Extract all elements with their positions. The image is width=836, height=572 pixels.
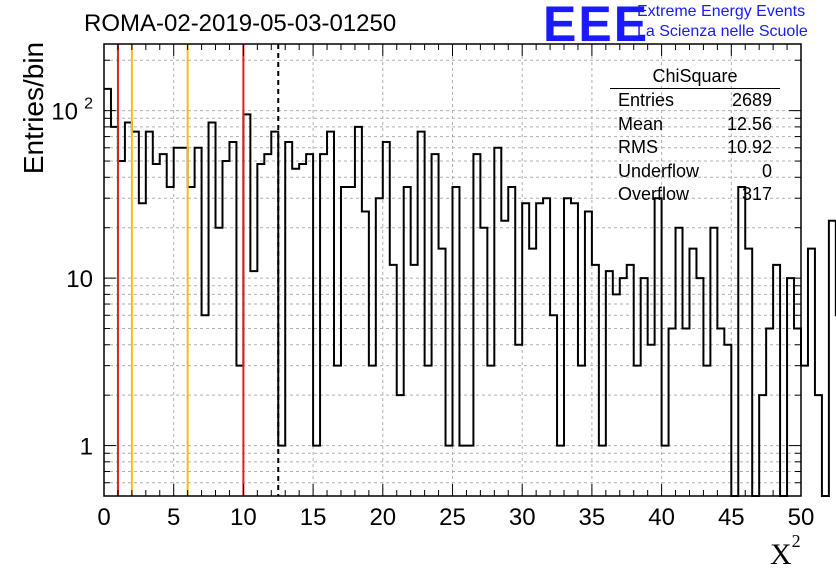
stats-value: 12.56 — [726, 113, 772, 134]
x-tick-label: 10 — [230, 504, 257, 531]
stats-row: Underflow 0 — [610, 160, 780, 184]
x-axis-label-sup: 2 — [791, 531, 801, 551]
stats-value: 0 — [761, 160, 772, 181]
stats-label: Mean — [618, 113, 664, 134]
stats-row: RMS 10.92 — [610, 136, 780, 160]
stats-box: ChiSquare Entries 2689 Mean 12.56 RMS 10.92… — [610, 64, 780, 207]
stats-label: Entries — [618, 90, 675, 110]
y-tick-label: 10 — [66, 266, 93, 293]
x-tick-label: 40 — [648, 504, 675, 531]
x-tick-label: 5 — [167, 504, 180, 531]
x-tick-label: 45 — [718, 504, 745, 531]
logo-line-2: La Scienza nelle Scuole — [637, 23, 808, 40]
stats-value: 317 — [741, 184, 772, 205]
x-tick-label: 35 — [579, 504, 606, 531]
stats-row: Overflow 317 — [610, 183, 780, 207]
stats-label: Underflow — [618, 160, 700, 181]
y-axis-label: Entries/bin — [18, 41, 49, 175]
stats-label: Overflow — [618, 184, 690, 205]
x-axis-label: X2 — [770, 531, 801, 572]
x-tick-label: 50 — [788, 504, 815, 531]
y-tick-label: 10 — [51, 99, 78, 126]
x-tick-label: 0 — [97, 504, 110, 531]
stats-row: Mean 12.56 — [610, 113, 780, 137]
stats-title: ChiSquare — [610, 64, 780, 89]
stats-row: Entries 2689 — [610, 89, 780, 113]
x-tick-label: 25 — [439, 504, 466, 531]
x-axis-label-text: X — [770, 538, 792, 571]
x-tick-label: 15 — [300, 504, 327, 531]
histogram-line — [104, 87, 836, 497]
stats-label: RMS — [618, 137, 658, 158]
y-tick-label-sup: 2 — [84, 96, 93, 113]
stats-value: 2689 — [731, 90, 772, 110]
logo-line-1: Extreme Energy Events — [637, 3, 806, 20]
chart-title: ROMA-02-2019-05-03-01250 — [84, 10, 397, 37]
x-tick-label: 20 — [369, 504, 396, 531]
x-tick-label: 30 — [509, 504, 536, 531]
y-tick-label: 1 — [80, 434, 93, 461]
stats-value: 10.92 — [726, 137, 772, 158]
eee-logo-mark: EEE — [543, 0, 650, 52]
